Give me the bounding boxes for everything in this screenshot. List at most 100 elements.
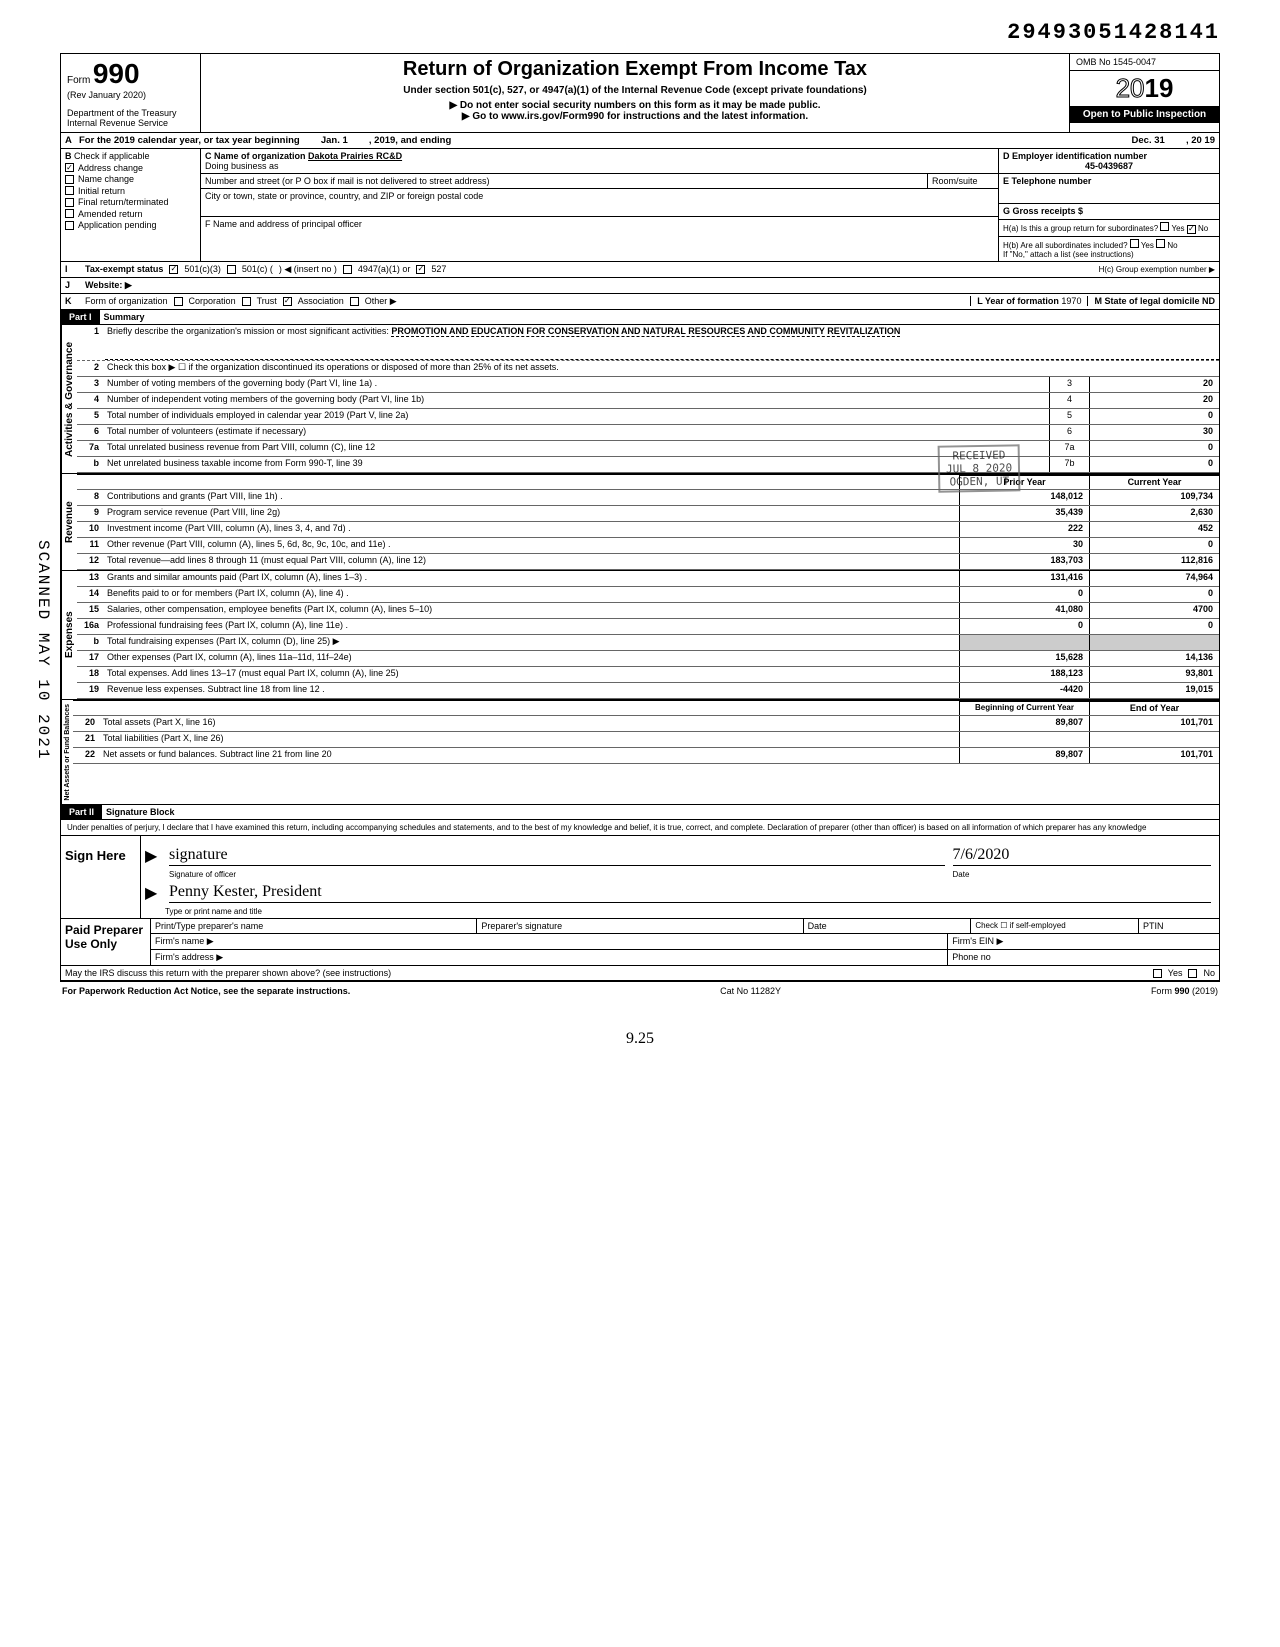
chk-amended[interactable]: Amended return — [65, 209, 196, 219]
4947: 4947(a)(1) or — [358, 264, 411, 274]
expenses-section: Expenses 13Grants and similar amounts pa… — [61, 571, 1219, 700]
chk-527[interactable]: ✓ — [416, 265, 425, 274]
chk-corp[interactable] — [174, 297, 183, 306]
chk-initial-return[interactable]: Initial return — [65, 186, 196, 196]
line-num: 2 — [77, 361, 105, 376]
curr: 14,136 — [1089, 651, 1219, 666]
line-desc: Salaries, other compensation, employee b… — [105, 603, 959, 618]
signature-line[interactable]: signature — [169, 846, 945, 866]
chk-trust[interactable] — [242, 297, 251, 306]
no: No — [1198, 224, 1208, 233]
dept: Department of the Treasury — [67, 108, 194, 118]
prior: 41,080 — [959, 603, 1089, 618]
line-num: 4 — [77, 393, 105, 408]
label-i: I — [65, 264, 79, 274]
form-rev: (Rev January 2020) — [67, 90, 194, 100]
chk-application-pending[interactable]: Application pending — [65, 220, 196, 230]
line-num: 9 — [77, 506, 105, 521]
discuss-yes[interactable] — [1153, 969, 1162, 978]
line-num: 22 — [73, 748, 101, 763]
activities-section: Activities & Governance 1 Briefly descri… — [61, 325, 1219, 474]
form-org-label: Form of organization — [85, 296, 168, 306]
discuss-row: May the IRS discuss this return with the… — [61, 966, 1219, 981]
ha-yes[interactable] — [1160, 222, 1169, 231]
line-desc: Total unrelated business revenue from Pa… — [105, 441, 1049, 456]
state-label: M State of legal domicile — [1094, 296, 1199, 306]
line-num: 15 — [77, 603, 105, 618]
chk-other[interactable] — [350, 297, 359, 306]
chk-501c3[interactable]: ✓ — [169, 265, 178, 274]
name-label: Type or print name and title — [165, 907, 262, 916]
line-num: 1 — [77, 325, 105, 341]
line-desc: Total fundraising expenses (Part IX, col… — [105, 635, 959, 650]
org-name-row: C Name of organization Dakota Prairies R… — [201, 149, 998, 174]
date-line[interactable]: 7/6/2020 — [953, 846, 1212, 866]
chk-501c[interactable] — [227, 265, 236, 274]
prep-name: Print/Type preparer's name — [151, 919, 477, 933]
label-j: J — [65, 280, 79, 290]
name-label: C Name of organization — [205, 151, 306, 161]
chk-final-return[interactable]: Final return/terminated — [65, 197, 196, 207]
footer-left: For Paperwork Reduction Act Notice, see … — [62, 986, 350, 996]
line-num: 16a — [77, 619, 105, 634]
line-num: 11 — [77, 538, 105, 553]
line-val: 0 — [1089, 457, 1219, 472]
open-public: Open to Public Inspection — [1070, 106, 1219, 123]
footer-right: Form 990 (2019) — [1151, 986, 1218, 996]
name-title-line[interactable]: Penny Kester, President — [169, 883, 1211, 903]
revenue-label: Revenue — [61, 474, 77, 570]
chk-name-change[interactable]: Name change — [65, 174, 196, 184]
prior: 0 — [959, 619, 1089, 634]
line-2: Check this box ▶ ☐ if the organization d… — [105, 361, 1219, 376]
street-label: Number and street (or P O box if mail is… — [201, 174, 928, 188]
prior: 222 — [959, 522, 1089, 537]
curr-year-hdr: Current Year — [1089, 475, 1219, 489]
line-desc: Contributions and grants (Part VIII, lin… — [105, 490, 959, 505]
chk-label: Address change — [78, 163, 143, 173]
line-val: 20 — [1089, 393, 1219, 408]
line-desc: Investment income (Part VIII, column (A)… — [105, 522, 959, 537]
no: No — [1167, 241, 1177, 250]
dln-number: 29493051428141 — [60, 20, 1220, 45]
chk-assoc[interactable]: ✓ — [283, 297, 292, 306]
phone-row: E Telephone number — [999, 174, 1219, 204]
self-emp: Check ☐ if self-employed — [971, 919, 1139, 933]
hb-yes[interactable] — [1130, 239, 1139, 248]
line-desc: Total number of individuals employed in … — [105, 409, 1049, 424]
assoc: Association — [298, 296, 344, 306]
header-left: Form 990 (Rev January 2020) Department o… — [61, 54, 201, 132]
corp: Corporation — [189, 296, 236, 306]
cell-ref: 5 — [1049, 409, 1089, 424]
mission-text: PROMOTION AND EDUCATION FOR CONSERVATION… — [391, 326, 900, 337]
curr: 74,964 — [1089, 571, 1219, 586]
chk-address-change[interactable]: ✓Address change — [65, 163, 196, 173]
row-a-end: Dec. 31 — [1132, 135, 1165, 146]
shaded — [959, 635, 1089, 650]
prior: 188,123 — [959, 667, 1089, 682]
line-num: 18 — [77, 667, 105, 682]
line-1-desc: Briefly describe the organization's miss… — [105, 325, 1219, 341]
activities-label: Activities & Governance — [61, 325, 77, 473]
ein-row: D Employer identification number 45-0439… — [999, 149, 1219, 174]
footer-mid: Cat No 11282Y — [720, 986, 781, 996]
ha-no[interactable]: ✓ — [1187, 225, 1196, 234]
curr: 93,801 — [1089, 667, 1219, 682]
recv-l1: RECEIVED — [945, 448, 1011, 462]
cell-ref: 6 — [1049, 425, 1089, 440]
dba-label: Doing business as — [205, 161, 994, 171]
prior: -4420 — [959, 683, 1089, 698]
hb-no[interactable] — [1156, 239, 1165, 248]
discuss-no[interactable] — [1188, 969, 1197, 978]
section-bk: B Check if applicable ✓Address change Na… — [61, 149, 1219, 262]
cell-ref: 7b — [1049, 457, 1089, 472]
line-desc: Total expenses. Add lines 13–17 (must eq… — [105, 667, 959, 682]
prior: 131,416 — [959, 571, 1089, 586]
tax-exempt-label: Tax-exempt status — [85, 264, 163, 274]
city-row: City or town, state or province, country… — [201, 189, 998, 217]
line-num: 20 — [73, 716, 101, 731]
chk-4947[interactable] — [343, 265, 352, 274]
line-num: b — [77, 457, 105, 472]
part-i-label: Part I — [61, 310, 100, 324]
omb: OMB No 1545-0047 — [1070, 54, 1219, 71]
line-num: 12 — [77, 554, 105, 569]
